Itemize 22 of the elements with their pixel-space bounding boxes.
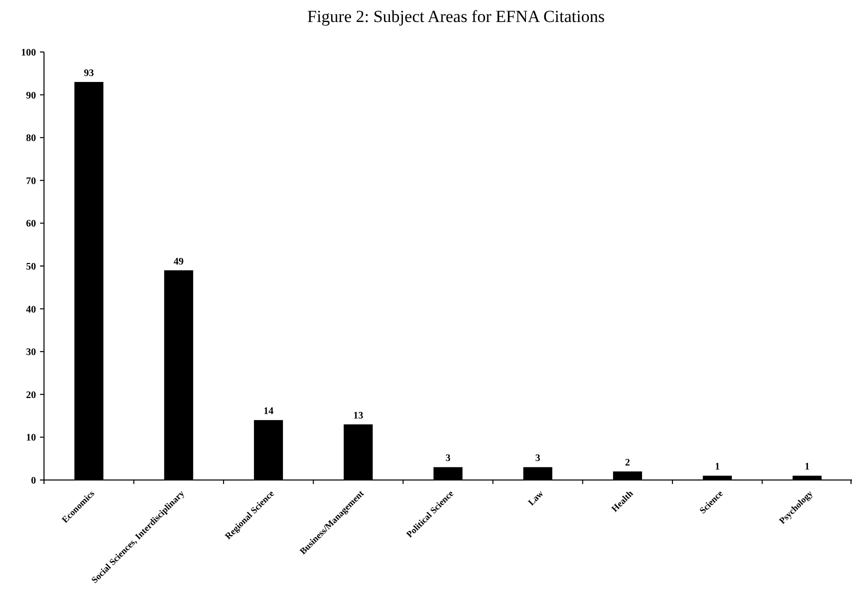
data-label: 1 [714, 462, 720, 473]
y-tick-label: 100 [21, 48, 36, 58]
data-label: 3 [535, 453, 540, 464]
x-tick-label: Law [526, 488, 546, 508]
y-tick-label: 10 [26, 432, 36, 444]
y-tick-label: 60 [26, 218, 36, 230]
chart-title: Figure 2: Subject Areas for EFNA Citations [307, 7, 605, 26]
y-tick-label: 20 [26, 390, 36, 401]
y-tick-label: 40 [26, 304, 36, 316]
data-label: 3 [446, 453, 450, 464]
y-tick-label: 90 [26, 90, 36, 102]
y-tick-label: 70 [26, 176, 36, 187]
data-label: 2 [625, 457, 630, 468]
y-tick-label: 0 [31, 476, 36, 486]
data-label: 93 [84, 68, 94, 79]
y-tick-label: 50 [26, 262, 36, 272]
data-label: 13 [353, 410, 364, 422]
y-tick-label: 30 [26, 347, 36, 358]
data-label: 1 [804, 462, 810, 473]
data-label: 49 [174, 256, 184, 268]
y-tick-label: 80 [26, 133, 36, 144]
data-label: 14 [263, 406, 274, 418]
